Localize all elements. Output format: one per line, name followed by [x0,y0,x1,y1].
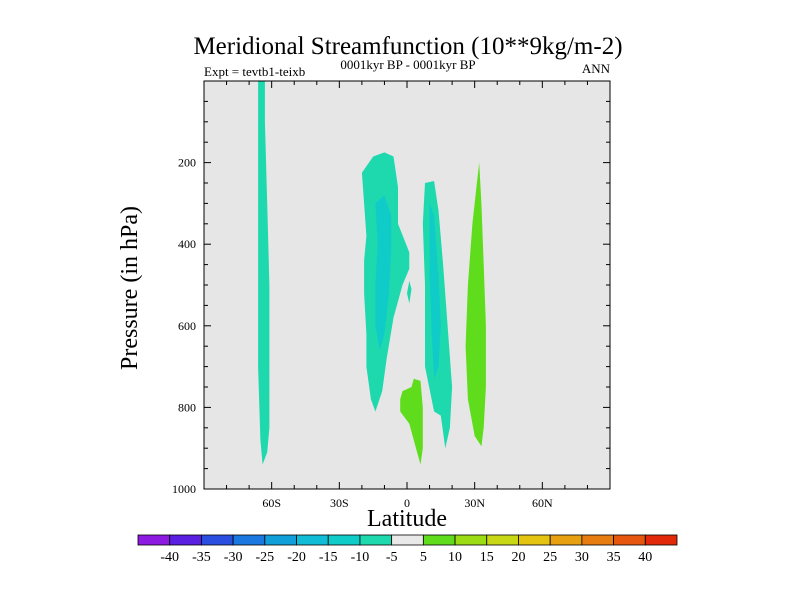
colorbar-swatch [137,534,171,546]
contour-region-negative-band-60s [258,81,270,465]
x-tick-label: 60N [532,496,553,510]
experiment-label: Expt = tevtb1-teixb [204,64,305,79]
season-label: ANN [582,61,611,76]
colorbar-label: 10 [448,550,462,565]
colorbar-label: -35 [192,550,211,565]
y-tick-label: 1000 [172,482,196,496]
colorbar-swatch [391,534,424,546]
contour-region-positive-cell-equator-low [400,378,423,465]
colorbar-label: -30 [224,550,243,565]
colorbar-label: -40 [160,550,179,565]
x-tick-labels: 60S 30S 0 30N 60N [262,496,553,510]
contour-region-negative-cell-north-tropics-core [429,203,441,379]
colorbar-label: -15 [319,550,338,565]
colorbar-label: 15 [480,550,494,565]
colorbar-label: -10 [351,550,370,565]
contour-region-positive-cell-north-subtropics [465,162,486,447]
colorbar-labels: -40 -35 -30 -25 -20 -15 -10 -5 5 10 15 20 25 30 35 40 [160,550,652,565]
x-tick-label: 60S [262,496,281,510]
colorbar-label: 40 [638,550,652,565]
colorbar-swatch [518,534,551,546]
colorbar-label: -5 [386,550,398,565]
colorbar-label: 20 [511,550,525,565]
colorbar-swatch [644,534,678,546]
axis-ticks [204,81,610,490]
colorbar-label: 5 [420,550,427,565]
plot-frame [203,80,611,490]
colorbar-swatch [581,534,614,546]
colorbar-swatch [327,534,361,546]
x-axis-label: Latitude [367,506,447,532]
colorbar-swatch [613,534,646,546]
y-tick-label: 400 [178,237,196,251]
colorbar-swatch [296,534,329,546]
colorbar-swatch [232,534,266,546]
colorbar [137,534,678,546]
contour-region-negative-cell-south-tropics-core [375,195,392,351]
colorbar-label: -20 [287,550,306,565]
y-tick-label: 800 [178,400,196,414]
y-axis-label: Pressure (in hPa) [117,206,143,370]
colorbar-swatch [201,534,234,546]
y-tick-label: 200 [178,156,196,170]
colorbar-swatch [422,534,456,546]
y-tick-labels: 200 400 600 800 1000 [172,156,196,496]
plot-background [204,81,610,489]
chart-title: Meridional Streamfunction (10**9kg/m-2) [193,33,622,60]
colorbar-swatch [169,534,202,546]
x-tick-label: 30N [464,496,485,510]
x-tick-label: 0 [404,496,410,510]
contour-regions [258,81,486,465]
colorbar-label: 35 [607,550,621,565]
colorbar-swatch [359,534,393,546]
colorbar-label: 25 [543,550,557,565]
y-tick-label: 600 [178,319,196,333]
colorbar-label: -25 [255,550,274,565]
x-tick-label: 30S [330,496,349,510]
colorbar-label: 30 [575,550,589,565]
colorbar-swatch [549,534,583,546]
colorbar-swatch [264,534,297,546]
contour-region-negative-sliver-equator [407,280,412,304]
colorbar-swatch [486,534,519,546]
colorbar-swatch [454,534,488,546]
time-range-label: 0001kyr BP - 0001kyr BP [340,57,475,72]
